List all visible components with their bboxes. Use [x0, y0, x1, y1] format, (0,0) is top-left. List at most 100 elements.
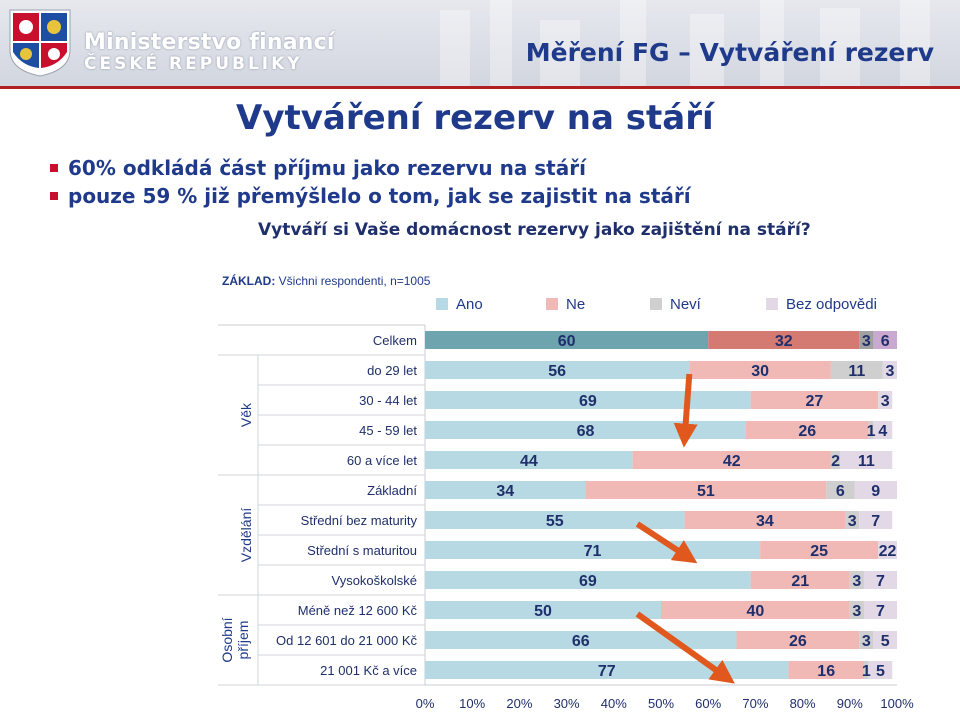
bar-segment-ano	[425, 421, 746, 439]
legend-item-ano: Ano	[436, 294, 483, 314]
bar-segment-ne	[661, 601, 850, 619]
data-label: 60	[558, 333, 576, 350]
bar-segment-ano	[425, 511, 685, 529]
data-label: 44	[520, 453, 538, 470]
data-label: 2	[831, 453, 840, 470]
bar-segment-ne	[788, 661, 864, 679]
bar-segment-neví	[863, 661, 869, 679]
bar-segment-ano	[425, 331, 709, 349]
data-label: 77	[598, 663, 616, 680]
data-label: 3	[862, 633, 871, 650]
data-label: 69	[579, 393, 597, 410]
bar-segment-bez-odpovědi	[863, 601, 897, 619]
category-label: do 29 let	[367, 363, 417, 378]
group-label: Věk	[238, 402, 254, 427]
legend-label: Ne	[566, 295, 586, 313]
category-label: Základní	[367, 483, 417, 498]
bar-segment-ano	[425, 361, 690, 379]
slide-title: Měření FG – Vytváření rezerv	[525, 38, 934, 67]
group-label-line: Osobní	[219, 617, 235, 662]
data-label: 3	[852, 573, 861, 590]
category-label: 30 - 44 let	[359, 393, 417, 408]
header-bar: Ministerstvo financí ČESKÉ REPUBLIKY Měř…	[0, 0, 960, 86]
bar-segment-ne	[750, 391, 879, 409]
bar-segment-ne	[736, 631, 860, 649]
legend-swatch	[546, 298, 558, 310]
ministry-name: Ministerstvo financí	[84, 30, 335, 55]
bar-segment-neví	[849, 571, 864, 589]
bullet-text: 60% odkládá část příjmu jako rezervu na …	[68, 156, 586, 180]
data-label: 26	[798, 423, 816, 440]
legend-item-nevi: Neví	[650, 294, 701, 314]
data-label: 42	[723, 453, 741, 470]
legend-swatch	[650, 298, 662, 310]
bar-segment-bez-odpovědi	[873, 631, 897, 649]
group-label: Osobnípříjem	[219, 617, 251, 662]
data-label: 50	[534, 603, 552, 620]
trend-arrow	[673, 373, 698, 448]
data-label: 11	[848, 363, 865, 380]
bar-segment-ne	[632, 451, 831, 469]
x-tick-label: 70%	[742, 696, 768, 711]
x-tick-label: 80%	[790, 696, 816, 711]
category-label: 45 - 59 let	[359, 423, 417, 438]
data-label: 7	[871, 513, 880, 530]
data-label: 16	[817, 663, 835, 680]
bar-segment-ne	[760, 541, 879, 559]
category-label: Méně než 12 600 Kč	[298, 603, 418, 618]
legend-item-ne: Ne	[546, 294, 585, 314]
bar-segment-neví	[868, 421, 874, 439]
bar-segment-neví	[845, 511, 860, 529]
bar-segment-bez-odpovědi	[863, 571, 897, 589]
x-tick-label: 50%	[648, 696, 674, 711]
data-label: 30	[751, 363, 769, 380]
data-label: 71	[584, 543, 602, 560]
bullet-text: pouze 59 % již přemýšlelo o tom, jak se …	[68, 184, 691, 208]
bullet-item: pouze 59 % již přemýšlelo o tom, jak se …	[50, 184, 691, 208]
data-label: 7	[876, 603, 885, 620]
x-tick-label: 20%	[506, 696, 532, 711]
data-label: 34	[756, 513, 774, 530]
data-label: 3	[852, 603, 861, 620]
bar-segment-bez-odpovědi	[878, 391, 893, 409]
bar-segment-ano	[425, 571, 751, 589]
data-label: 11	[858, 453, 875, 470]
category-label: 60 a více let	[347, 453, 417, 468]
x-tick-label: 10%	[459, 696, 485, 711]
bar-segment-bez-odpovědi	[873, 421, 893, 439]
category-label: Střední s maturitou	[307, 543, 417, 558]
basis-label: ZÁKLAD:	[222, 274, 276, 288]
basis-text: Všichni respondenti, n=1005	[278, 274, 431, 288]
data-label: 5	[876, 663, 885, 680]
bar-segment-neví	[859, 331, 874, 349]
data-label: 34	[496, 483, 514, 500]
bar-segment-ano	[425, 661, 789, 679]
data-label: 3	[885, 363, 894, 380]
data-label: 3	[862, 333, 871, 350]
data-label: 6	[881, 333, 890, 350]
bar-segment-neví	[859, 631, 874, 649]
x-tick-label: 90%	[837, 696, 863, 711]
bar-segment-bez-odpovědi	[873, 331, 897, 349]
data-label: 1	[862, 663, 871, 680]
bar-segment-ne	[689, 361, 831, 379]
data-label: 22	[879, 543, 897, 560]
bar-segment-bez-odpovědi	[882, 361, 897, 379]
data-label: 5	[881, 633, 890, 650]
legend-label: Neví	[670, 295, 701, 313]
bar-segment-ano	[425, 601, 661, 619]
data-label: 66	[572, 633, 590, 650]
x-tick-label: 0%	[416, 696, 435, 711]
data-label: 9	[871, 483, 880, 500]
x-tick-label: 60%	[695, 696, 721, 711]
x-tick-label: 30%	[554, 696, 580, 711]
bar-segment-ne	[684, 511, 846, 529]
bar-segment-ne	[745, 421, 869, 439]
bar-segment-ano	[425, 481, 586, 499]
x-tick-label: 100%	[880, 696, 914, 711]
bar-segment-ne	[750, 571, 850, 589]
bar-segment-bez-odpovědi	[854, 481, 897, 499]
x-tick-label: 40%	[601, 696, 627, 711]
bar-segment-neví	[830, 451, 841, 469]
